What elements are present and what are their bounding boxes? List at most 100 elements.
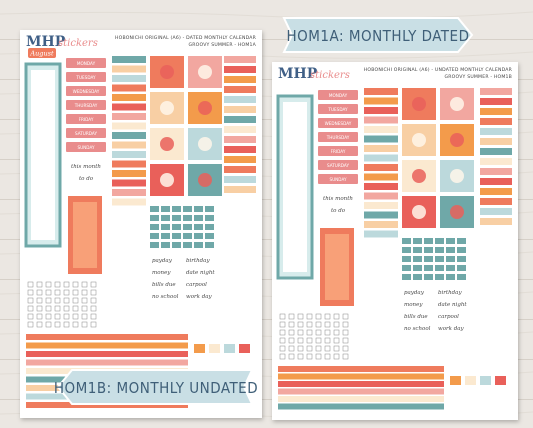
checkbox-sticker	[72, 281, 79, 288]
logo-script: stickers	[310, 70, 350, 81]
checkbox-sticker	[333, 313, 340, 320]
checkbox-sticker	[63, 321, 70, 328]
stripe-sticker	[480, 188, 512, 195]
note-text: this month	[323, 196, 353, 202]
stripe-sticker	[364, 88, 398, 95]
stripe-sticker	[480, 108, 512, 115]
day-text: MONDAY	[329, 93, 348, 98]
banner-shape	[56, 369, 254, 405]
washi-strip	[278, 373, 444, 380]
label-sticker: money	[152, 270, 171, 276]
stripe-sticker	[112, 56, 146, 63]
icon-sticker	[183, 233, 192, 239]
day-text: FRIDAY	[79, 117, 94, 122]
day-label	[318, 104, 358, 114]
checkbox-sticker	[315, 321, 322, 328]
checkbox-sticker	[27, 289, 34, 296]
checkbox-sticker	[72, 305, 79, 312]
day-text: TUESDAY	[327, 107, 348, 112]
checkbox-sticker	[81, 321, 88, 328]
stripe-sticker	[224, 156, 256, 163]
month-label: August	[29, 50, 54, 58]
orange-box-inner	[73, 202, 97, 268]
checkbox-sticker	[297, 337, 304, 344]
icon-sticker	[446, 238, 455, 244]
stripe-sticker	[224, 126, 256, 133]
checkbox-sticker	[315, 345, 322, 352]
checkbox-sticker	[315, 353, 322, 360]
day-label	[318, 132, 358, 142]
stripe-sticker	[364, 126, 398, 133]
stripe-sticker	[112, 198, 146, 206]
icon-sticker	[194, 224, 203, 230]
checkbox-sticker	[342, 345, 349, 352]
flower-motif	[198, 65, 212, 79]
stripe-sticker	[112, 151, 146, 158]
checkbox-sticker	[36, 281, 43, 288]
banner-text: HOM1B: MONTHLY UNDATED	[54, 379, 258, 397]
checkbox-sticker	[63, 305, 70, 312]
checkbox-sticker	[297, 353, 304, 360]
washi-strip	[26, 342, 188, 349]
flower-motif	[450, 133, 464, 147]
flower-motif	[160, 65, 174, 79]
icon-sticker	[424, 238, 433, 244]
label-sticker: money	[404, 302, 423, 308]
checkbox-sticker	[27, 305, 34, 312]
checkbox-sticker	[54, 313, 61, 320]
checkbox-sticker	[36, 313, 43, 320]
checkbox-sticker	[288, 353, 295, 360]
icon-sticker	[172, 206, 181, 212]
icon-sticker	[402, 256, 411, 262]
icon-sticker	[205, 206, 214, 212]
label-sticker: work day	[186, 294, 213, 300]
checkbox-sticker	[333, 345, 340, 352]
washi-strip	[278, 396, 444, 402]
label-sticker: bills due	[152, 282, 176, 288]
checkbox-sticker	[333, 329, 340, 336]
stripe-sticker	[364, 145, 398, 152]
icon-sticker	[413, 274, 422, 280]
logo-script: stickers	[58, 38, 98, 49]
icon-sticker	[205, 215, 214, 221]
icon-sticker	[205, 233, 214, 239]
day-text: SUNDAY	[77, 145, 95, 150]
label-sticker: carpool	[186, 282, 207, 288]
icon-sticker	[183, 206, 192, 212]
small-icon	[465, 376, 476, 385]
checkbox-sticker	[306, 337, 313, 344]
checkbox-sticker	[315, 329, 322, 336]
checkbox-sticker	[297, 345, 304, 352]
flower-motif	[450, 97, 464, 111]
stripe-sticker	[364, 202, 398, 209]
day-label	[318, 118, 358, 128]
checkbox-sticker	[324, 321, 331, 328]
top-banner: HOM1A: MONTHLY DATED	[282, 17, 474, 53]
day-label	[318, 160, 358, 170]
note-text: to do	[79, 176, 94, 182]
label-sticker: birthday	[438, 290, 462, 296]
icon-sticker	[150, 206, 159, 212]
checkbox-sticker	[306, 313, 313, 320]
icon-sticker	[161, 242, 170, 248]
icon-sticker	[194, 233, 203, 239]
checkbox-sticker	[81, 305, 88, 312]
icon-sticker	[424, 256, 433, 262]
checkbox-sticker	[324, 313, 331, 320]
icon-sticker	[205, 224, 214, 230]
icon-sticker	[457, 247, 466, 253]
sheet-header: GROOVY SUMMER - HOM1B	[445, 74, 513, 80]
icon-sticker	[183, 215, 192, 221]
stripe-sticker	[224, 86, 256, 93]
checkbox-sticker	[288, 337, 295, 344]
icon-sticker	[194, 242, 203, 248]
stripe-sticker	[480, 138, 512, 145]
icon-sticker	[435, 256, 444, 262]
flower-motif	[450, 169, 464, 183]
stripe-sticker	[112, 141, 146, 149]
checkbox-sticker	[279, 329, 286, 336]
tall-box-inner	[31, 70, 55, 240]
icon-sticker	[172, 242, 181, 248]
icon-sticker	[413, 238, 422, 244]
